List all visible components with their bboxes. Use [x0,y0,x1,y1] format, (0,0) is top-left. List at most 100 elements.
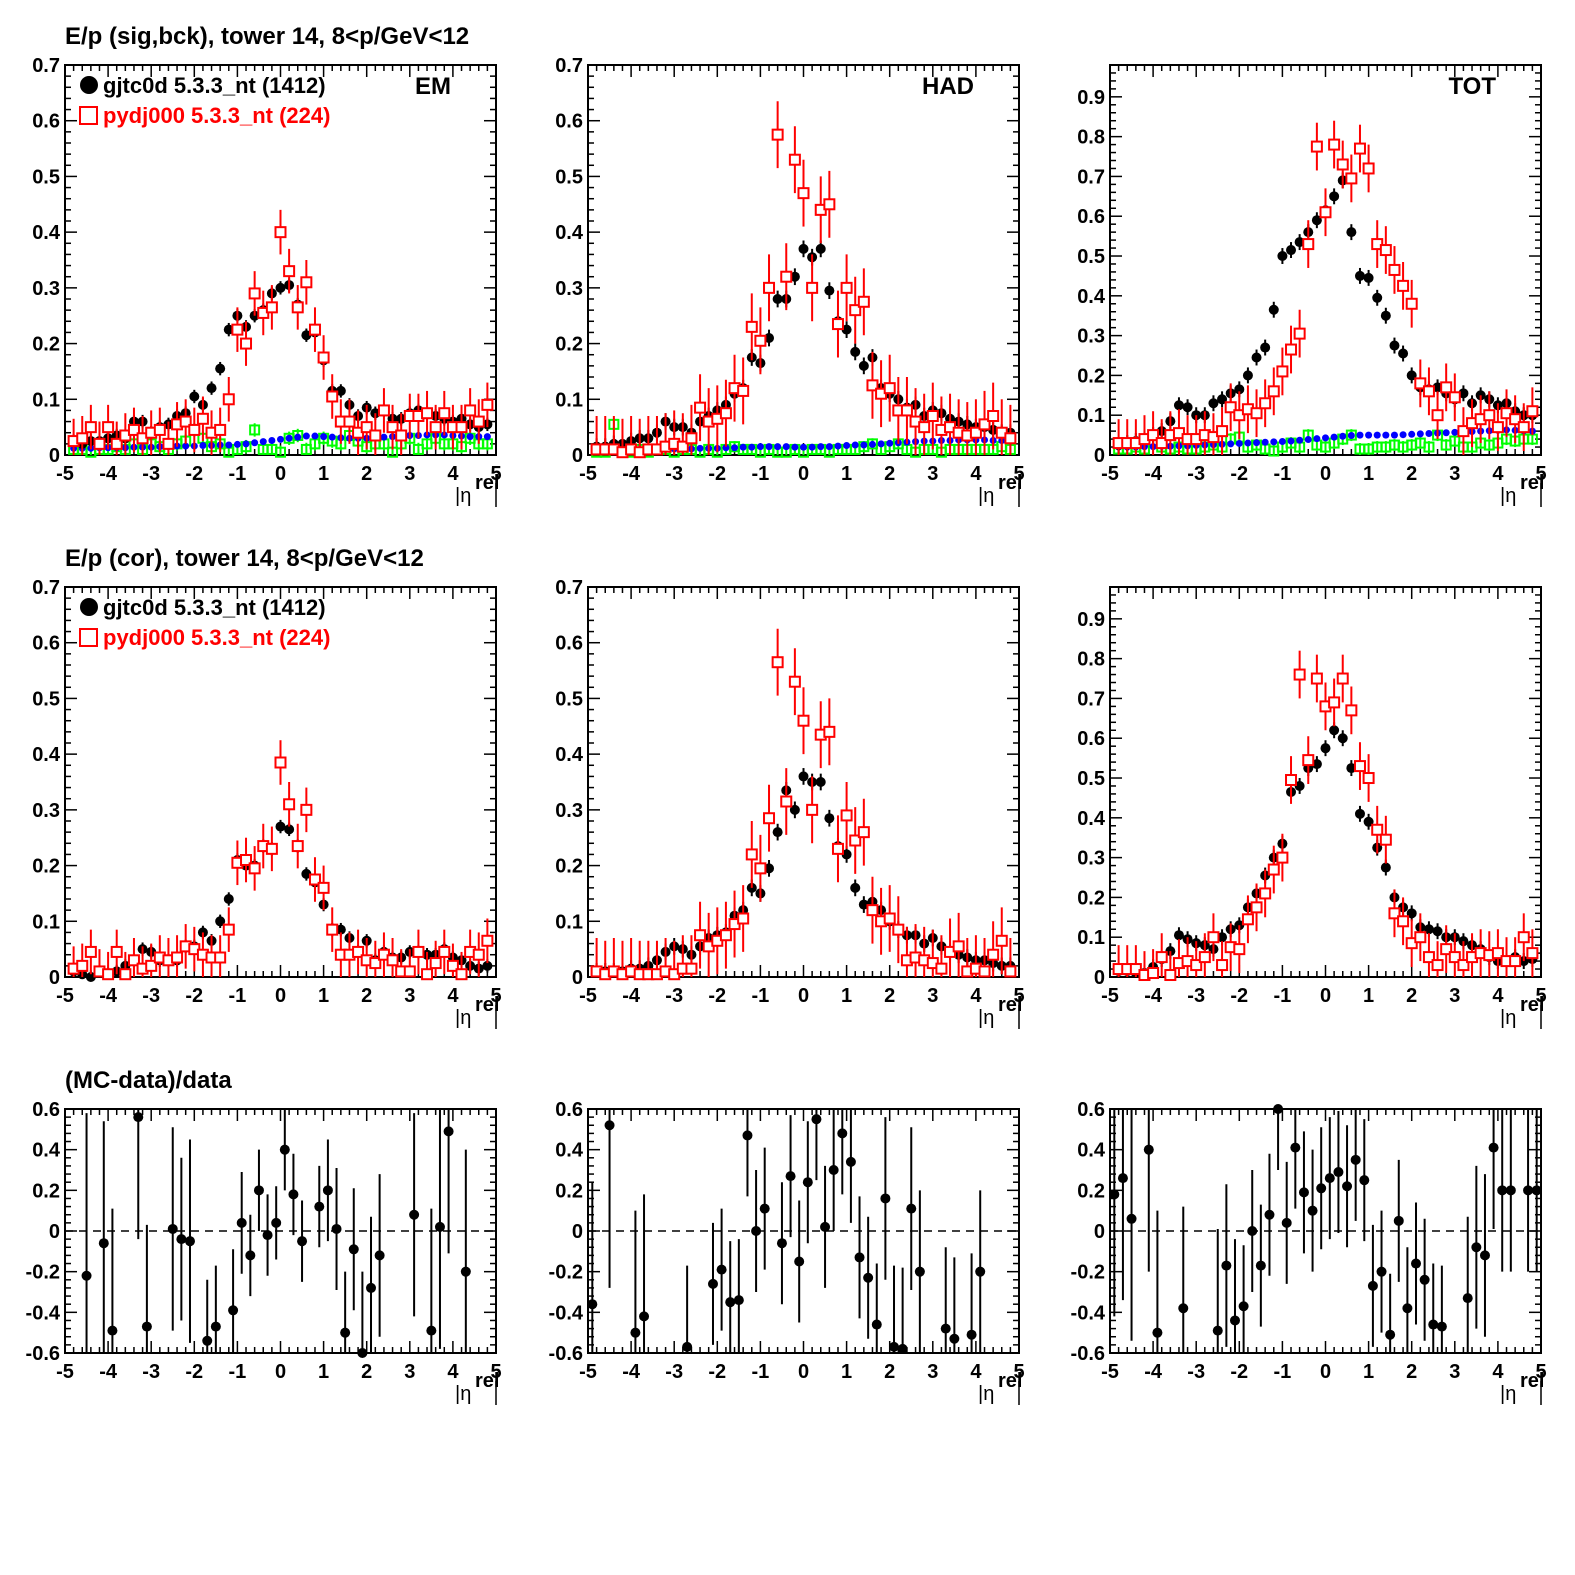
mc-point [1224,401,1237,414]
x-tick-label: 1 [318,1361,329,1383]
mc-point [1155,951,1168,964]
data-point [284,824,295,835]
x-tick-label: -2 [185,463,203,485]
x-tick-label: -4 [1144,985,1163,1007]
mc-point [412,945,425,958]
x-axis-title-sup: rel [475,1370,499,1392]
y-tick-label: 0.2 [1077,887,1105,909]
mc-point [291,840,304,853]
mc-point [214,423,227,436]
mc-point [110,945,123,958]
data-point [798,771,809,782]
mc-point [1517,931,1530,944]
y-tick-label: 0 [49,967,60,989]
y-tick-label: 0.5 [1077,246,1105,268]
bck-data-point [765,443,773,451]
y-tick-label: 0.6 [1077,1099,1105,1121]
x-tick-label: 3 [1449,1361,1460,1383]
mc-point [1397,915,1410,928]
data-point [1251,352,1262,363]
ratio-point [1178,1303,1189,1314]
x-axis-title: |η [1500,1007,1516,1029]
bck-data-point [817,443,825,451]
plot-frame [1109,586,1542,978]
x-tick-label: -3 [1187,1361,1205,1383]
bck-data-point [277,435,284,443]
data-point [1346,227,1357,238]
mc-point [1345,172,1358,185]
ratio-point [1376,1266,1387,1277]
y-tick-label: -0.4 [549,1302,584,1324]
mc-point [987,410,1000,422]
data-point [772,294,783,304]
x-tick-label: 0 [1320,985,1331,1007]
legend-cor: gjtc0d 5.3.3_nt (1412) pydj000 5.3.3_nt … [79,595,330,650]
x-tick-label: 2 [1406,985,1417,1007]
y-tick-label: 0.6 [1077,206,1105,228]
mc-point [1517,421,1530,434]
ratio-point [828,1165,839,1175]
x-tick-label: -4 [99,463,118,485]
data-point [858,899,869,910]
mc-point [1448,951,1461,964]
mc-point [1388,263,1401,276]
x-tick-label: 3 [404,985,415,1007]
ratio-point [1350,1154,1361,1165]
mc-point [823,198,836,211]
ratio-point [1229,1315,1240,1326]
mc-point [857,826,870,839]
row-title-cor: E/p (cor), tower 14, 8<p/GeV<12 [65,545,424,572]
x-tick-label: -5 [1101,985,1119,1007]
y-tick-label: 0.1 [555,389,583,411]
x-tick-label: 2 [1406,1361,1417,1383]
ratio-point [733,1295,744,1306]
mc-point [429,421,442,434]
mc-point [1362,162,1375,175]
mc-point [84,945,97,958]
data-point [1389,340,1400,351]
bck-data-point [1227,440,1235,448]
data-point [858,360,869,371]
legend-label-data: gjtc0d 5.3.3_nt (1412) [103,595,326,620]
x-tick-label: 0 [798,1361,809,1383]
mc-point [1310,140,1323,153]
mc-point [84,421,97,434]
ratio-point [794,1256,805,1267]
x-tick-label: -2 [708,985,726,1007]
data-point [764,863,775,874]
bck-mc-point [412,443,424,455]
mc-point [145,959,158,972]
y-tick-label: 0.4 [32,1140,61,1162]
data-point [1173,400,1184,411]
mc-point [265,301,278,314]
x-tick-label: 4 [447,463,459,485]
y-tick-label: 0.1 [1077,927,1105,949]
mc-point [76,959,89,972]
legend-label-mc: pydj000 5.3.3_nt (224) [103,103,330,128]
mc-point [926,410,939,422]
data-point [824,285,835,296]
x-tick-label: 3 [404,1361,415,1383]
ratio-point [133,1112,144,1123]
panel-cor-had: -5 -4 -3 -2 -1 0 1 2 3 4 5 0 0.1 0.2 0.3 0.4 0.5 0.6 0.7 |η… [555,577,1025,1029]
ratio-point [271,1217,282,1228]
x-tick-label: -3 [665,985,683,1007]
ratio-point [604,1120,615,1131]
x-tick-label: -4 [622,985,641,1007]
mc-point [248,862,261,875]
data-point [275,821,286,832]
bck-data-point [1261,438,1269,446]
mc-point [438,945,451,958]
y-tick-label: 0.4 [32,222,61,244]
data-point [1380,862,1391,873]
ratio-point [1488,1142,1499,1153]
panel-tag: HAD [922,73,974,100]
x-tick-label: 5 [490,1361,501,1383]
ratio-point [880,1193,891,1204]
x-tick-label: -1 [1274,1361,1292,1383]
ratio-point [1531,1185,1542,1196]
data-point [223,894,234,904]
y-tick-label: 0.5 [1077,768,1105,790]
bck-data-point [756,443,764,451]
